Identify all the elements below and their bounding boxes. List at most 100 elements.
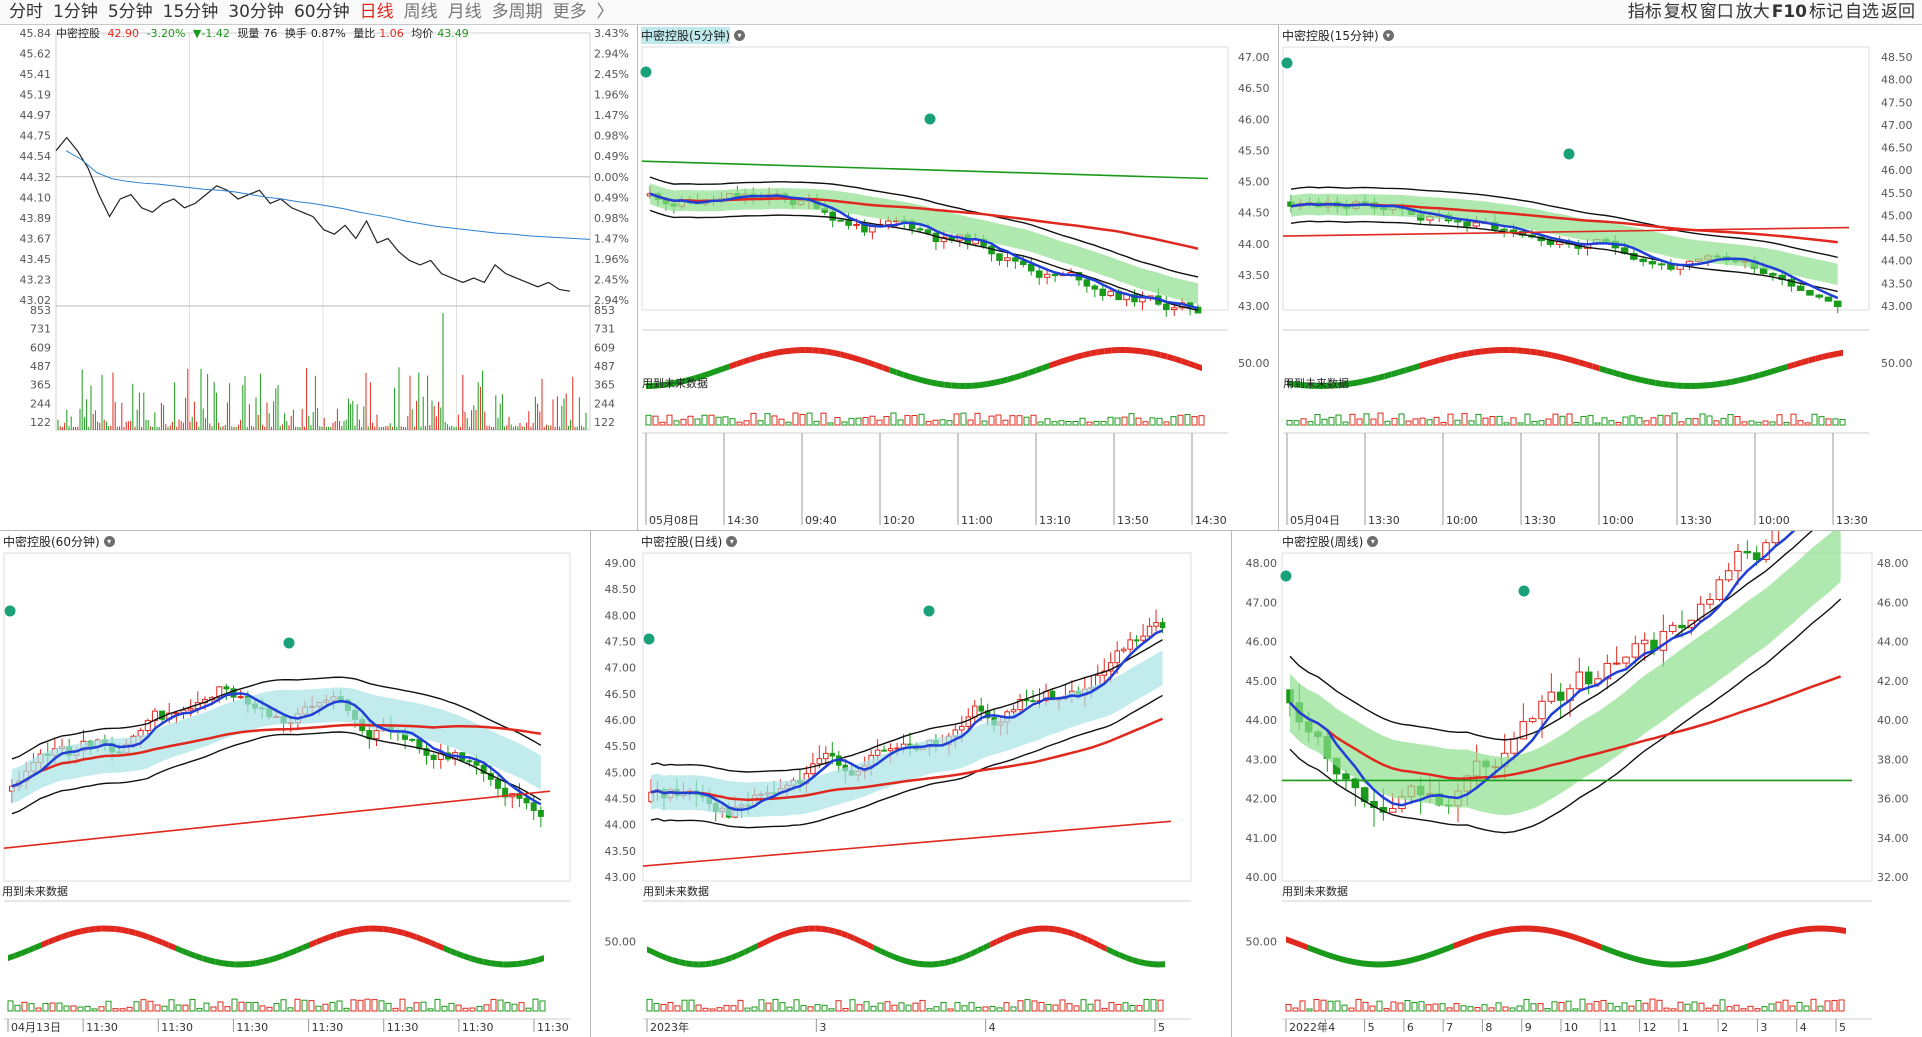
tool-button-5[interactable]: 标记 <box>1809 2 1843 22</box>
oscillator-ribbon <box>679 959 686 967</box>
tab-period-8[interactable]: 月线 <box>447 2 482 22</box>
histogram-bar <box>982 1006 989 1012</box>
histogram-bar <box>744 1007 751 1012</box>
volume-tick-label: 853 <box>30 304 51 317</box>
oscillator-ribbon <box>680 377 688 385</box>
oscillator-ribbon <box>930 379 938 387</box>
chevron-down-icon[interactable]: ▾ <box>103 536 115 547</box>
tab-period-6[interactable]: 日线 <box>359 2 394 22</box>
tab-period-1[interactable]: 1分钟 <box>53 2 98 22</box>
histogram-bar <box>974 412 981 426</box>
osc-tick-label: 50.00 <box>1246 936 1278 949</box>
kline-chart-5min[interactable]: 47.00 46.50 46.00 45.50 45.00 44.50 44.00 43.50… <box>638 25 1278 530</box>
histogram-bar <box>175 1004 182 1012</box>
kline-chart-daily[interactable]: 49.00 48.50 48.00 47.50 47.00 46.50 46.00 45.50… <box>591 531 1231 1037</box>
histogram-bar <box>1629 415 1636 426</box>
tab-period-4[interactable]: 30分钟 <box>228 2 284 22</box>
y-tick-label: 44.00 <box>1881 255 1913 268</box>
oscillator-ribbon <box>1738 375 1746 384</box>
histogram-bar <box>1579 998 1586 1012</box>
chart-daily-title[interactable]: 中密控股(日线) ▾ <box>641 533 738 550</box>
oscillator-ribbon <box>1634 375 1642 384</box>
tab-period-9[interactable]: 多周期 <box>491 2 543 22</box>
histogram-bar <box>1789 1005 1796 1012</box>
oscillator-ribbon <box>1829 351 1837 359</box>
histogram-bar <box>1072 420 1079 426</box>
histogram-bar <box>792 412 799 426</box>
kline-chart-60min[interactable]: 04月13日 11:30 11:30 11:30 11:30 11:30 11:30 11:3… <box>0 531 590 1037</box>
histogram-bar <box>1334 1000 1341 1012</box>
tab-period-7[interactable]: 周线 <box>403 2 438 22</box>
oscillator-ribbon <box>1113 949 1120 959</box>
oscillator-ribbon <box>215 958 223 967</box>
histogram-bar <box>203 1002 210 1012</box>
histogram-bar <box>1608 420 1615 426</box>
histogram-bar <box>189 998 196 1012</box>
oscillator-ribbon <box>302 941 310 951</box>
oscillator-ribbon <box>403 929 410 938</box>
chevron-down-icon[interactable]: ▾ <box>726 536 738 547</box>
tool-button-0[interactable]: 指标 <box>1627 2 1662 22</box>
histogram-bar <box>1461 413 1468 426</box>
tab-period-0[interactable]: 分时 <box>9 2 43 22</box>
tab-period-5[interactable]: 60分钟 <box>293 2 350 22</box>
oscillator-ribbon <box>477 957 484 965</box>
histogram-bar <box>357 999 364 1012</box>
price-tick-label: 45.41 <box>20 68 52 81</box>
oscillator-ribbon <box>430 939 437 949</box>
tab-period-2[interactable]: 5分钟 <box>107 2 153 22</box>
chart-weekly-title[interactable]: 中密控股(周线) ▾ <box>1282 533 1379 550</box>
kline-chart-15min[interactable]: 48.50 48.00 47.50 47.00 46.50 46.00 45.50 45.00… <box>1279 25 1922 530</box>
tab-period-10[interactable]: 更多 <box>552 2 587 22</box>
histogram-bar <box>1293 420 1300 426</box>
chevron-down-icon[interactable]: ▾ <box>734 30 745 41</box>
histogram-bar <box>1446 1007 1453 1012</box>
oscillator-ribbon <box>694 373 702 382</box>
histogram-bar <box>518 1002 525 1012</box>
oscillator-ribbon <box>815 925 822 932</box>
histogram-bar <box>1495 1002 1502 1012</box>
change-value: ▼-1.42 <box>192 27 230 40</box>
oscillator-ribbon <box>795 926 803 934</box>
oscillator-ribbon <box>1629 953 1636 963</box>
chart-5min-title[interactable]: 中密控股(5分钟) ▾ <box>641 27 745 44</box>
kline-chart-weekly[interactable]: 48.00 47.00 46.00 45.00 44.00 43.00 42.00 41.00… <box>1232 531 1922 1037</box>
oscillator-ribbon <box>1349 379 1357 387</box>
oscillator-ribbon <box>685 960 693 968</box>
oscillator-ribbon <box>389 926 397 935</box>
tool-button-7[interactable]: 返回 <box>1881 2 1915 22</box>
oscillator-ribbon <box>269 955 276 964</box>
tool-button-3[interactable]: 放大 <box>1735 2 1770 22</box>
y-tick-label: 44.00 <box>605 819 637 832</box>
chart-15min-title[interactable]: 中密控股(15分钟) ▾ <box>1282 27 1394 44</box>
chart-60min-title[interactable]: 中密控股(60分钟) ▾ <box>3 533 115 550</box>
bollinger-lower <box>1289 598 1842 834</box>
oscillator-ribbon <box>1797 926 1804 934</box>
chevron-down-icon[interactable]: ▾ <box>1382 30 1394 41</box>
tab-period-3[interactable]: 15分钟 <box>162 2 219 22</box>
histogram-bar <box>876 419 883 426</box>
intraday-chart[interactable]: 45.84 45.62 45.41 45.19 44.97 44.75 44.54 44.32… <box>0 25 637 530</box>
histogram-bar <box>918 413 925 426</box>
oscillator-ribbon <box>1811 925 1818 932</box>
oscillator-ribbon <box>1041 925 1049 932</box>
y-tick-label: 45.00 <box>605 766 637 779</box>
toolbar: 分时 1分钟 5分钟 15分钟 30分钟 60分钟 日线 周线 月线 多周期 更多〉 指标 复权 窗口放… <box>0 0 1922 25</box>
tool-button-1[interactable]: 复权 <box>1663 2 1698 22</box>
tool-button-6[interactable]: 自选 <box>1845 2 1879 22</box>
oscillator-ribbon <box>791 347 799 354</box>
tool-button-2[interactable]: 窗口 <box>1699 2 1734 22</box>
histogram-bar <box>673 420 680 426</box>
tab-period-11[interactable]: 〉 <box>596 2 614 22</box>
histogram-bar <box>483 1004 490 1012</box>
histogram-bar <box>1488 1007 1495 1012</box>
histogram-bar <box>1045 1003 1052 1012</box>
candle-body <box>1584 671 1593 685</box>
tool-button-4[interactable]: F10 <box>1771 2 1807 22</box>
oscillator-ribbon <box>1363 376 1371 385</box>
chevron-down-icon[interactable]: ▾ <box>1367 536 1379 547</box>
buy-signal-icon <box>282 636 296 650</box>
histogram-bar <box>884 1001 891 1012</box>
histogram-bar <box>1601 417 1608 426</box>
oscillator-ribbon <box>1558 353 1565 362</box>
